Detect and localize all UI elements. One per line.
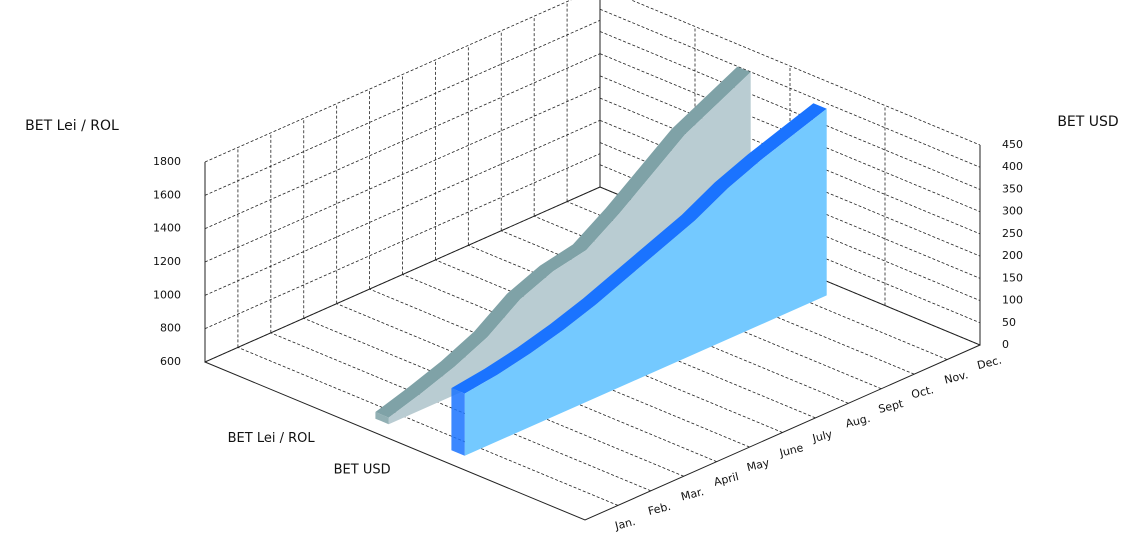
y-tick-label: 1200: [153, 255, 181, 268]
y-axis-title: BET Lei / ROL: [25, 118, 119, 134]
y2-tick-label: 250: [1002, 227, 1023, 240]
y2-tick-label: 200: [1002, 249, 1023, 262]
grid-line: [204, 86, 601, 263]
y2-tick-label: 0: [1002, 338, 1009, 351]
area-top: [375, 66, 751, 418]
grid-line: [204, 19, 601, 196]
grid-line: [204, 53, 601, 230]
grid-line: [599, 8, 981, 168]
grid-line: [630, 0, 981, 146]
grid-line: [204, 0, 572, 163]
y-tick-label: 1000: [153, 288, 181, 301]
y2-tick-label: 400: [1002, 160, 1023, 173]
y-tick-label: 1400: [153, 222, 181, 235]
y-tick-label: 800: [160, 322, 181, 335]
x-tick-label: Sept: [877, 397, 905, 416]
y2-axis-title: BET USD: [1057, 114, 1118, 130]
area-end: [375, 412, 389, 425]
area-end: [451, 388, 465, 456]
x-tick-label: Dec.: [976, 354, 1003, 373]
grid-line: [599, 31, 981, 190]
y2-tick-label: 150: [1002, 271, 1023, 284]
grid-line: [204, 119, 601, 296]
y-tick-label: 600: [160, 355, 181, 368]
y-tick-label: 1800: [153, 155, 181, 168]
x-tick-label: Feb.: [647, 500, 672, 518]
area-top: [451, 103, 827, 394]
x-tick-label: Nov.: [943, 368, 970, 386]
y2-tick-label: 300: [1002, 205, 1023, 218]
x-tick-label: Aug.: [844, 412, 871, 431]
series-label: BET USD: [334, 462, 391, 477]
x-tick-label: July: [810, 428, 834, 446]
grid-line: [204, 186, 601, 363]
grid-line: [204, 153, 601, 330]
floor-divider: [237, 347, 619, 506]
series-label: BET Lei / ROL: [228, 431, 316, 446]
x-tick-label: Jan.: [613, 515, 637, 533]
x-tick-label: June: [777, 441, 805, 460]
y2-tick-label: 100: [1002, 294, 1023, 307]
x-tick-label: Mar.: [680, 485, 706, 503]
x-tick-label: April: [713, 470, 741, 489]
y2-tick-label: 350: [1002, 182, 1023, 195]
y-tick-label: 1600: [153, 188, 181, 201]
x-tick-label: May: [745, 456, 771, 474]
y2-tick-label: 50: [1002, 316, 1016, 329]
y2-tick-label: 450: [1002, 138, 1023, 151]
x-tick-label: Oct.: [910, 383, 935, 401]
area: [464, 108, 827, 456]
